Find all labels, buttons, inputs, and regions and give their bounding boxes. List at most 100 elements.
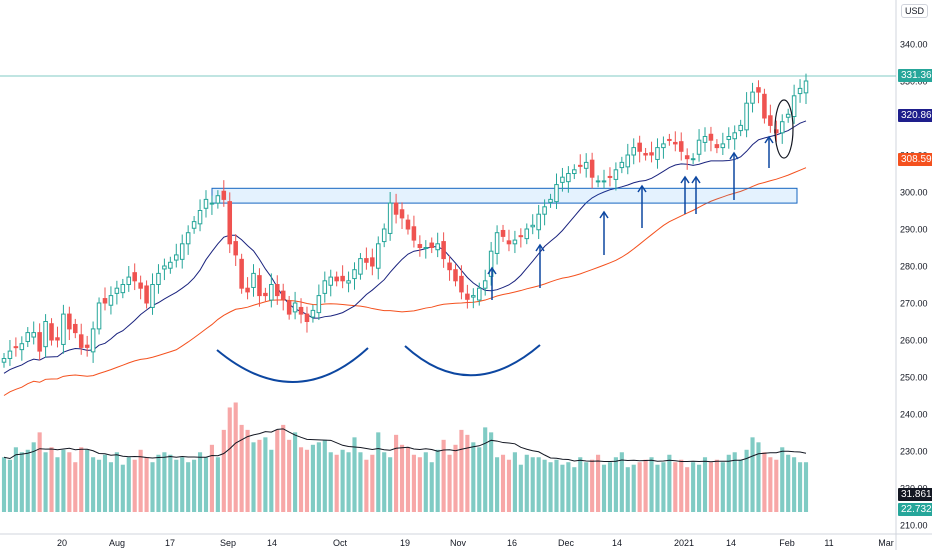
volume-bar xyxy=(667,454,672,512)
candle-body xyxy=(768,115,773,126)
volume-bar xyxy=(744,449,749,512)
up-arrow-head xyxy=(764,135,774,144)
volume-bar xyxy=(691,462,696,512)
volume-bar xyxy=(708,462,714,512)
candle-body xyxy=(441,241,446,260)
volume-bar xyxy=(536,457,541,512)
price-tick-label: 340.00 xyxy=(900,40,928,50)
volume-bar xyxy=(91,457,96,512)
volume-bar xyxy=(613,457,618,512)
candle-body xyxy=(471,295,476,298)
candle-body xyxy=(49,323,54,341)
volume-bar xyxy=(762,452,767,512)
volume-bar xyxy=(209,444,214,512)
volume-bar xyxy=(399,444,405,512)
candle-body xyxy=(803,80,809,94)
volume-bar xyxy=(221,429,226,512)
candle-body xyxy=(340,275,345,282)
volume-bar xyxy=(31,442,36,512)
volume-bar xyxy=(102,454,108,512)
candle-body xyxy=(286,301,292,315)
volume-bar xyxy=(590,459,595,512)
candle-body xyxy=(732,132,737,140)
candle-body xyxy=(708,133,714,141)
candle-body xyxy=(524,228,530,240)
candle-body xyxy=(548,198,553,203)
candle-body xyxy=(322,280,328,294)
volume-bar xyxy=(625,467,630,512)
volume-bar xyxy=(601,464,607,512)
volume-bar xyxy=(619,452,624,512)
volume-bar xyxy=(489,432,494,512)
volume-bar xyxy=(49,447,54,512)
candle-body xyxy=(435,243,440,251)
volume-bar xyxy=(37,432,42,512)
volume-bar xyxy=(287,439,292,512)
candle-body xyxy=(19,343,25,351)
volume-bar xyxy=(685,467,690,512)
volume-bar xyxy=(726,454,731,512)
candle-body xyxy=(13,346,19,349)
price-badge: 308.59 xyxy=(898,153,932,166)
candle-body xyxy=(120,284,126,294)
volume-bar xyxy=(162,452,167,512)
candle-body xyxy=(55,337,60,341)
up-arrow-head xyxy=(599,210,609,219)
volume-bar xyxy=(358,452,363,512)
highlight-ellipse xyxy=(774,99,794,159)
candle-body xyxy=(595,180,601,183)
candle-body xyxy=(750,91,755,104)
volume-bar xyxy=(55,457,60,512)
candle-body xyxy=(43,321,48,348)
candle-body xyxy=(78,334,84,348)
volume-bar xyxy=(607,462,613,512)
candle-body xyxy=(560,176,565,183)
volume-bar xyxy=(655,464,660,512)
volume-bar xyxy=(679,459,684,512)
candle-body xyxy=(554,184,559,203)
time-tick-label: Aug xyxy=(109,538,125,548)
currency-label[interactable]: USD xyxy=(900,4,928,18)
volume-bar xyxy=(364,459,369,512)
volume-bar xyxy=(453,444,458,512)
volume-bar xyxy=(429,462,434,512)
volume-bar xyxy=(269,449,274,512)
time-tick-label: 20 xyxy=(57,538,67,548)
cup-arc-right xyxy=(404,344,541,377)
volume-bar xyxy=(215,457,220,512)
volume-bar xyxy=(316,442,321,512)
candle-body xyxy=(756,87,761,93)
volume-bar xyxy=(697,464,702,512)
candle-body xyxy=(589,159,595,178)
volume-bar xyxy=(370,454,375,512)
candle-body xyxy=(162,265,167,270)
price-tick-label: 240.00 xyxy=(900,410,928,420)
candle-body xyxy=(239,258,244,289)
candle-body xyxy=(702,136,708,143)
candle-body xyxy=(132,272,137,282)
candle-body xyxy=(138,282,143,289)
volume-bar xyxy=(120,464,125,512)
volume-bar xyxy=(334,454,339,512)
candle-body xyxy=(488,250,494,277)
volume-bar xyxy=(774,459,779,512)
volume-bar xyxy=(138,449,143,512)
candle-body xyxy=(102,298,108,304)
volume-bar xyxy=(132,459,137,512)
candle-body xyxy=(583,161,589,169)
candle-body xyxy=(257,275,262,297)
time-tick-label: 16 xyxy=(507,538,517,548)
volume-bar xyxy=(471,442,476,512)
volume-bar xyxy=(477,447,482,512)
volume-bar xyxy=(566,462,571,512)
candle-body xyxy=(96,302,102,330)
candle-body xyxy=(500,229,506,237)
candle-body xyxy=(370,257,375,267)
candle-body xyxy=(156,272,161,285)
candle-body xyxy=(310,309,316,318)
candle-body xyxy=(364,258,369,263)
candle-body xyxy=(566,173,571,183)
candle-body xyxy=(661,143,666,149)
